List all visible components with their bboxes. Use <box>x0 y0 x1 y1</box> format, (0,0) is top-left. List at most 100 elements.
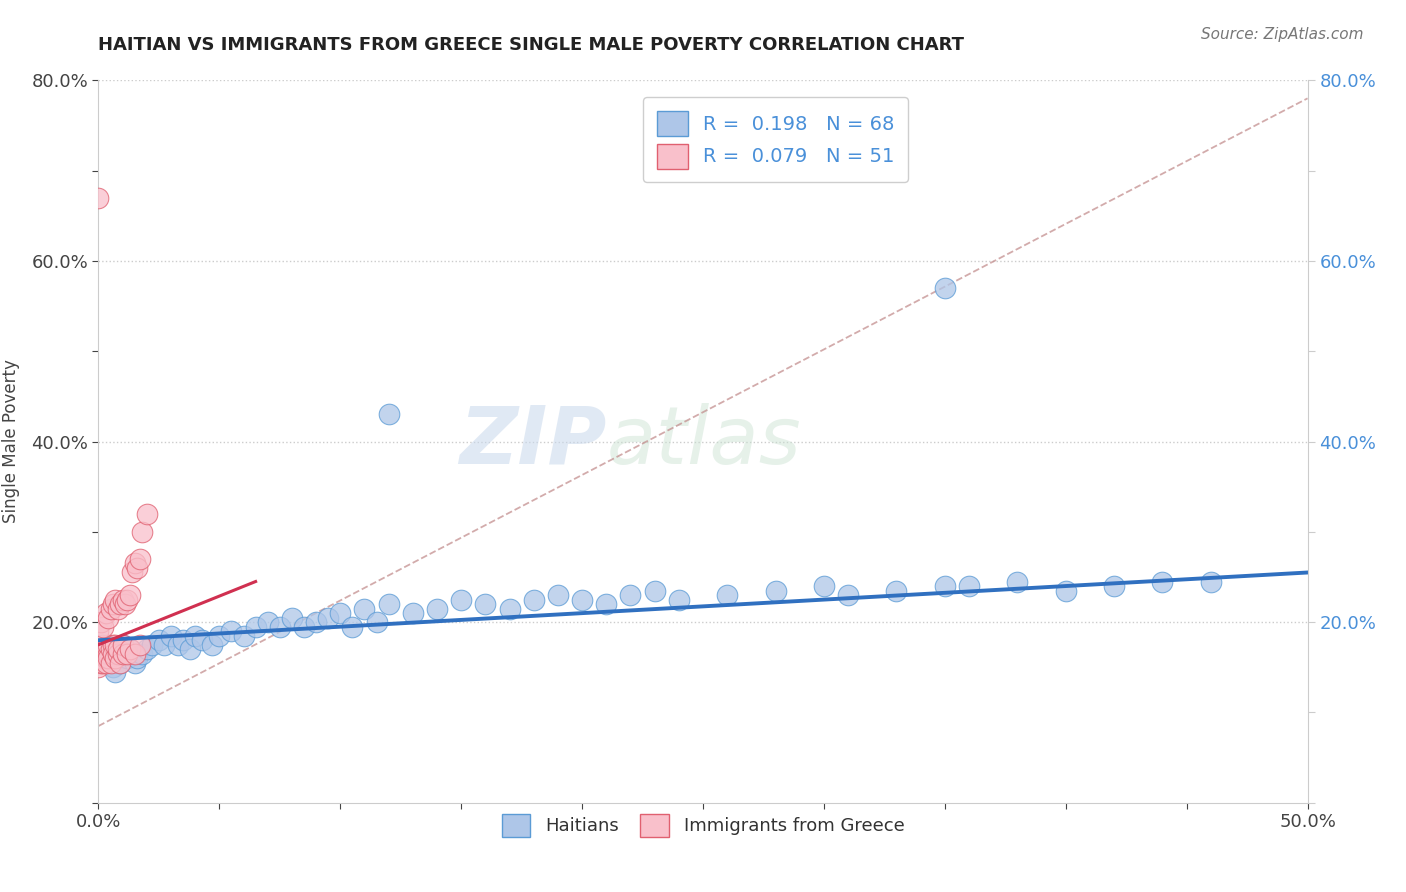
Point <box>107 651 129 665</box>
Point <box>353 601 375 615</box>
Point <box>90 642 112 657</box>
Point <box>547 588 569 602</box>
Point <box>765 583 787 598</box>
Point <box>167 638 190 652</box>
Point <box>107 601 129 615</box>
Point <box>94 606 117 620</box>
Point <box>87 660 110 674</box>
Point <box>111 638 134 652</box>
Point <box>595 597 617 611</box>
Point <box>101 647 124 661</box>
Point <box>117 651 139 665</box>
Point <box>94 656 117 670</box>
Point <box>127 651 149 665</box>
Point <box>269 620 291 634</box>
Point <box>619 588 641 602</box>
Point <box>245 620 267 634</box>
Point <box>402 606 425 620</box>
Point <box>90 615 112 630</box>
Point <box>118 642 141 657</box>
Point <box>108 656 131 670</box>
Point <box>101 597 124 611</box>
Point <box>100 642 122 657</box>
Text: Source: ZipAtlas.com: Source: ZipAtlas.com <box>1201 27 1364 42</box>
Point <box>716 588 738 602</box>
Point <box>97 651 120 665</box>
Point <box>208 629 231 643</box>
Point <box>172 633 194 648</box>
Point <box>1102 579 1125 593</box>
Point <box>117 647 139 661</box>
Point <box>316 610 339 624</box>
Point <box>100 601 122 615</box>
Point <box>668 592 690 607</box>
Point <box>121 566 143 580</box>
Point <box>232 629 254 643</box>
Point <box>813 579 835 593</box>
Point <box>90 647 112 661</box>
Point <box>104 651 127 665</box>
Point <box>90 651 112 665</box>
Point <box>111 647 134 661</box>
Point <box>111 638 134 652</box>
Point <box>498 601 520 615</box>
Point <box>100 656 122 670</box>
Point <box>104 592 127 607</box>
Point <box>97 647 120 661</box>
Point <box>329 606 352 620</box>
Point <box>100 642 122 657</box>
Point <box>644 583 666 598</box>
Point <box>118 588 141 602</box>
Point <box>87 624 110 639</box>
Point <box>1152 574 1174 589</box>
Point <box>128 638 150 652</box>
Point <box>124 647 146 661</box>
Point <box>281 610 304 624</box>
Point <box>571 592 593 607</box>
Point <box>342 620 364 634</box>
Point <box>94 656 117 670</box>
Point <box>101 638 124 652</box>
Point <box>934 281 956 295</box>
Point <box>523 592 546 607</box>
Point <box>377 408 399 422</box>
Y-axis label: Single Male Poverty: Single Male Poverty <box>1 359 20 524</box>
Point <box>221 624 243 639</box>
Point <box>837 588 859 602</box>
Legend: Haitians, Immigrants from Greece: Haitians, Immigrants from Greece <box>495 806 911 845</box>
Point <box>886 583 908 598</box>
Point <box>141 638 163 652</box>
Point <box>292 620 315 634</box>
Point <box>131 647 153 661</box>
Point <box>184 629 207 643</box>
Point <box>87 651 110 665</box>
Point <box>160 629 183 643</box>
Point <box>87 191 110 205</box>
Point <box>131 524 153 539</box>
Point <box>114 597 136 611</box>
Point <box>934 579 956 593</box>
Point <box>90 656 112 670</box>
Point <box>101 660 124 674</box>
Point <box>201 638 224 652</box>
Point <box>118 642 141 657</box>
Point <box>91 651 114 665</box>
Point <box>97 647 120 661</box>
Point <box>124 656 146 670</box>
Point <box>152 638 174 652</box>
Point <box>1199 574 1222 589</box>
Point <box>957 579 980 593</box>
Point <box>1007 574 1029 589</box>
Point <box>191 633 214 648</box>
Point <box>114 647 136 661</box>
Point <box>94 651 117 665</box>
Point <box>104 638 127 652</box>
Point <box>450 592 472 607</box>
Point <box>108 656 131 670</box>
Point <box>377 597 399 611</box>
Point <box>124 557 146 571</box>
Point <box>97 610 120 624</box>
Point <box>474 597 496 611</box>
Point <box>127 561 149 575</box>
Point <box>366 615 388 630</box>
